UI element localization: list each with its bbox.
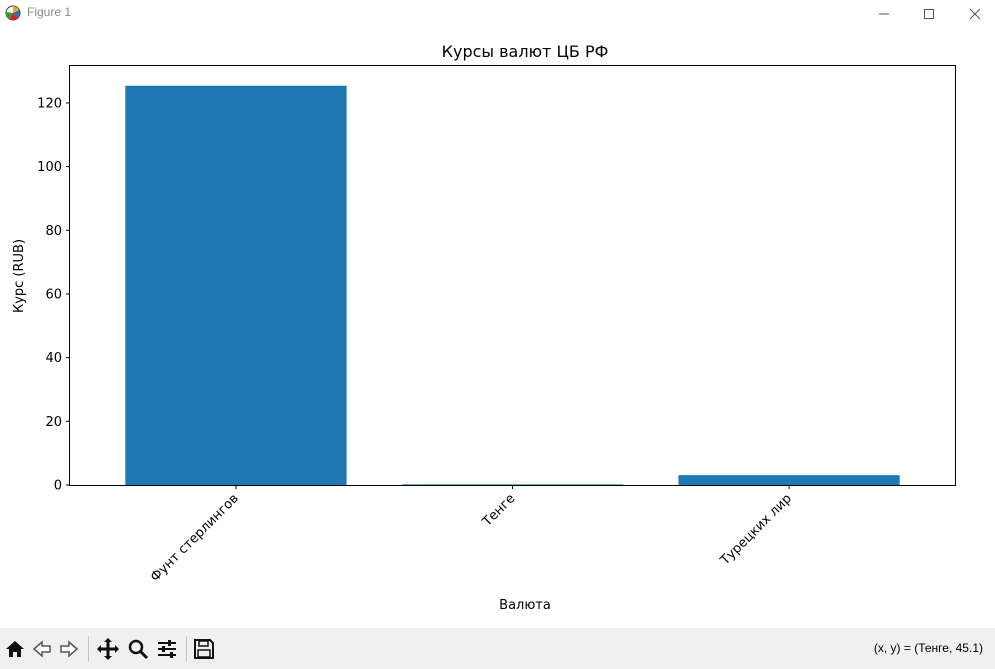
maximize-button[interactable] bbox=[906, 0, 952, 27]
close-icon bbox=[969, 8, 981, 19]
chart-title: Курсы валют ЦБ РФ bbox=[442, 42, 609, 61]
back-button[interactable] bbox=[30, 637, 54, 661]
x-axis-label: Валюта bbox=[499, 598, 551, 613]
pan-icon bbox=[97, 638, 119, 660]
bar bbox=[125, 85, 347, 486]
bar bbox=[401, 484, 624, 486]
y-tick-label: 100 bbox=[37, 160, 62, 175]
home-icon bbox=[6, 641, 24, 657]
back-icon bbox=[32, 640, 51, 658]
save-button[interactable] bbox=[192, 637, 216, 661]
x-tick-label: Турецких лир bbox=[717, 491, 795, 569]
cursor-coordinates: (x, y) = (Тенге, 45.1) bbox=[873, 641, 983, 655]
y-axis-label: Курс (RUB) bbox=[12, 239, 27, 313]
toolbar-separator bbox=[186, 636, 187, 662]
maximize-icon bbox=[924, 8, 934, 19]
pan-button[interactable] bbox=[96, 637, 120, 661]
y-tick-label: 40 bbox=[45, 351, 62, 366]
close-button[interactable] bbox=[952, 0, 995, 27]
home-button[interactable] bbox=[3, 637, 27, 661]
minimize-button[interactable] bbox=[861, 0, 907, 27]
y-tick-label: 120 bbox=[37, 96, 62, 111]
matplotlib-icon bbox=[5, 5, 21, 21]
plot-frame bbox=[69, 65, 956, 486]
save-icon bbox=[194, 639, 214, 659]
window-title: Figure 1 bbox=[27, 5, 72, 19]
toolbar-separator bbox=[88, 636, 89, 662]
zoom-icon bbox=[128, 639, 149, 660]
configure-subplots-icon bbox=[158, 640, 176, 658]
bar-chart: Курсы валют ЦБ РФ 0 20 40 60 80 100 120 Фунт ст… bbox=[12, 42, 956, 613]
x-tick-label: Тенге bbox=[479, 491, 518, 530]
bar bbox=[678, 475, 900, 485]
y-tick-label: 60 bbox=[45, 287, 62, 302]
x-tick-label: Фунт стерлингов bbox=[148, 491, 242, 585]
y-tick-label: 20 bbox=[45, 415, 62, 430]
zoom-button[interactable] bbox=[126, 637, 150, 661]
y-tick-label: 0 bbox=[54, 479, 62, 494]
figure-canvas[interactable]: Курсы валют ЦБ РФ 0 20 40 60 80 100 120 Фунт ст… bbox=[0, 27, 995, 628]
forward-button[interactable] bbox=[57, 637, 81, 661]
configure-subplots-button[interactable] bbox=[155, 637, 179, 661]
y-tick-label: 80 bbox=[45, 224, 62, 239]
minimize-icon bbox=[879, 13, 889, 14]
forward-icon bbox=[60, 640, 79, 658]
title-bar: Figure 1 bbox=[0, 0, 995, 27]
navigation-toolbar: (x, y) = (Тенге, 45.1) bbox=[0, 628, 995, 669]
